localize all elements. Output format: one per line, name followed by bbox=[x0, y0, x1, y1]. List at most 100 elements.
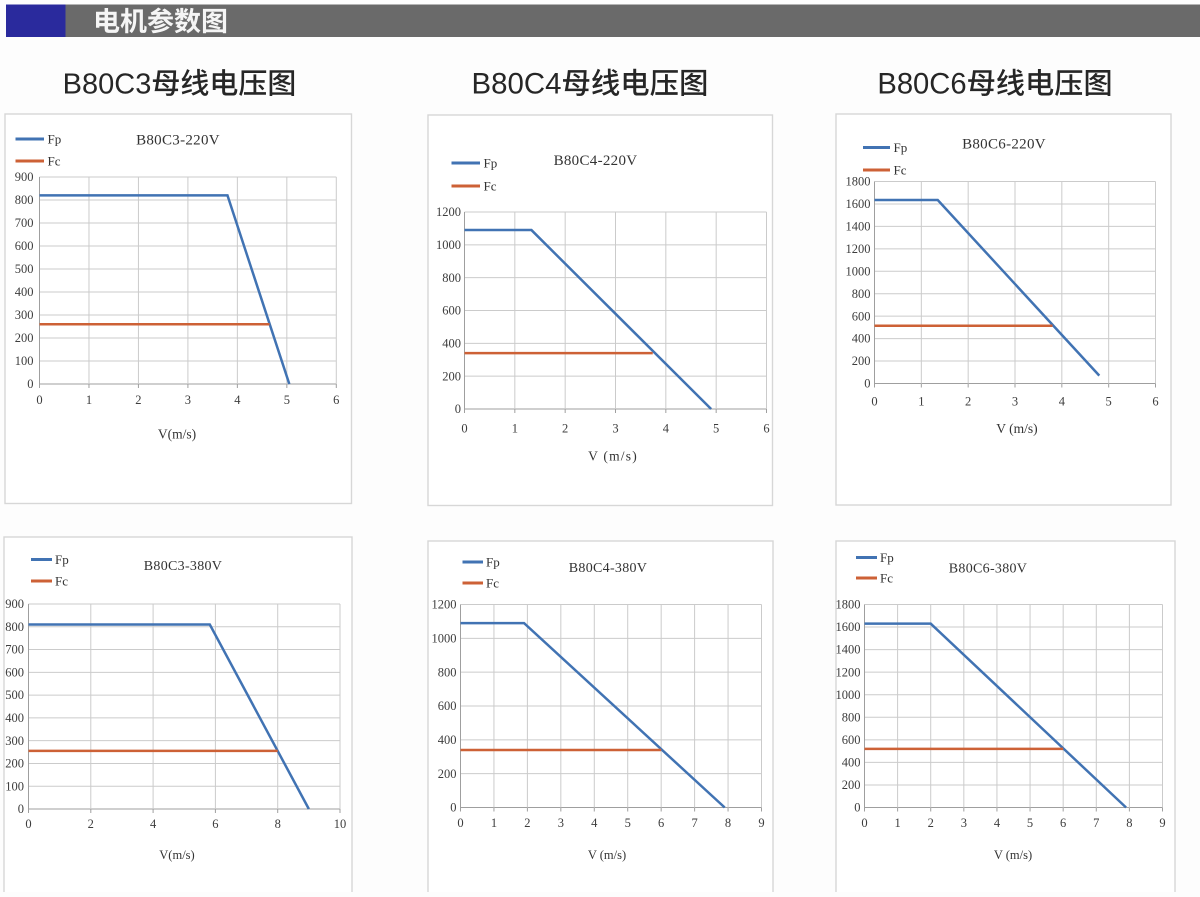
svg-text:5: 5 bbox=[1027, 816, 1033, 830]
svg-text:V(m/s): V(m/s) bbox=[158, 426, 196, 441]
svg-text:7: 7 bbox=[1093, 816, 1099, 830]
svg-text:Fp: Fp bbox=[894, 140, 908, 155]
svg-text:400: 400 bbox=[842, 756, 861, 770]
svg-text:Fp: Fp bbox=[55, 552, 69, 567]
svg-text:0: 0 bbox=[25, 817, 31, 831]
svg-text:0: 0 bbox=[18, 802, 24, 816]
svg-text:3: 3 bbox=[1012, 395, 1018, 409]
svg-text:Fc: Fc bbox=[880, 570, 893, 585]
svg-text:B80C3: B80C3 bbox=[63, 69, 152, 101]
svg-text:3: 3 bbox=[961, 816, 967, 830]
svg-text:1400: 1400 bbox=[836, 643, 861, 657]
svg-text:400: 400 bbox=[442, 336, 461, 350]
svg-text:1: 1 bbox=[512, 422, 518, 436]
svg-text:1000: 1000 bbox=[846, 264, 871, 278]
svg-text:400: 400 bbox=[5, 711, 24, 725]
svg-text:800: 800 bbox=[842, 710, 861, 724]
svg-text:6: 6 bbox=[1060, 816, 1066, 830]
svg-text:B80C6-220V: B80C6-220V bbox=[962, 136, 1046, 152]
svg-text:Fc: Fc bbox=[894, 162, 907, 177]
svg-text:1600: 1600 bbox=[836, 620, 861, 634]
svg-text:V (m/s): V (m/s) bbox=[994, 848, 1032, 862]
svg-text:2: 2 bbox=[928, 816, 934, 830]
svg-text:Fc: Fc bbox=[484, 178, 497, 193]
svg-text:7: 7 bbox=[691, 816, 697, 830]
svg-text:Fp: Fp bbox=[48, 131, 62, 146]
svg-text:4: 4 bbox=[591, 816, 598, 830]
svg-text:5: 5 bbox=[1106, 395, 1112, 409]
svg-text:600: 600 bbox=[842, 733, 861, 747]
svg-text:1200: 1200 bbox=[436, 205, 461, 219]
svg-text:4: 4 bbox=[663, 422, 670, 436]
svg-text:1400: 1400 bbox=[846, 220, 871, 234]
svg-text:800: 800 bbox=[5, 620, 24, 634]
svg-text:8: 8 bbox=[725, 816, 731, 830]
svg-text:2: 2 bbox=[88, 817, 94, 831]
svg-text:8: 8 bbox=[1126, 816, 1132, 830]
svg-text:600: 600 bbox=[442, 304, 461, 318]
svg-text:6: 6 bbox=[658, 816, 664, 830]
svg-text:8: 8 bbox=[275, 817, 281, 831]
svg-text:2: 2 bbox=[965, 395, 971, 409]
svg-text:700: 700 bbox=[15, 216, 34, 230]
svg-text:800: 800 bbox=[442, 271, 461, 285]
svg-text:5: 5 bbox=[625, 816, 631, 830]
svg-text:4: 4 bbox=[150, 817, 157, 831]
svg-text:0: 0 bbox=[455, 402, 461, 416]
svg-text:Fc: Fc bbox=[486, 575, 499, 590]
svg-text:1000: 1000 bbox=[836, 688, 861, 702]
svg-text:V (m/s): V (m/s) bbox=[996, 421, 1037, 436]
svg-text:400: 400 bbox=[438, 733, 457, 747]
svg-text:800: 800 bbox=[438, 665, 457, 679]
svg-text:200: 200 bbox=[842, 778, 861, 792]
svg-text:0: 0 bbox=[871, 395, 877, 409]
svg-text:0: 0 bbox=[854, 801, 860, 815]
svg-text:Fp: Fp bbox=[880, 550, 894, 565]
svg-text:B80C3-220V: B80C3-220V bbox=[136, 132, 220, 148]
svg-text:400: 400 bbox=[852, 332, 871, 346]
svg-text:600: 600 bbox=[15, 239, 34, 253]
svg-text:5: 5 bbox=[284, 393, 290, 407]
svg-text:V (m/s): V (m/s) bbox=[588, 848, 626, 862]
svg-text:Fp: Fp bbox=[484, 155, 498, 170]
svg-text:B80C6-380V: B80C6-380V bbox=[949, 562, 1027, 577]
svg-text:2: 2 bbox=[524, 816, 530, 830]
svg-text:4: 4 bbox=[1059, 395, 1066, 409]
svg-text:9: 9 bbox=[1159, 816, 1165, 830]
svg-text:200: 200 bbox=[438, 767, 457, 781]
svg-text:100: 100 bbox=[5, 779, 24, 793]
svg-text:300: 300 bbox=[15, 308, 34, 322]
svg-text:800: 800 bbox=[15, 193, 34, 207]
svg-text:300: 300 bbox=[5, 734, 24, 748]
svg-text:200: 200 bbox=[5, 757, 24, 771]
svg-text:1200: 1200 bbox=[432, 598, 457, 612]
svg-text:B80C4: B80C4 bbox=[472, 68, 562, 101]
svg-text:200: 200 bbox=[442, 369, 461, 383]
svg-text:0: 0 bbox=[861, 816, 867, 830]
svg-text:500: 500 bbox=[15, 262, 34, 276]
svg-text:4: 4 bbox=[234, 393, 241, 407]
svg-text:1000: 1000 bbox=[436, 238, 461, 252]
svg-text:4: 4 bbox=[994, 816, 1001, 830]
svg-text:200: 200 bbox=[15, 331, 34, 345]
svg-text:0: 0 bbox=[450, 801, 456, 815]
svg-text:6: 6 bbox=[763, 422, 769, 436]
svg-text:900: 900 bbox=[5, 597, 24, 611]
svg-text:5: 5 bbox=[713, 422, 719, 436]
svg-text:1: 1 bbox=[918, 395, 924, 409]
svg-text:600: 600 bbox=[5, 665, 24, 679]
svg-text:6: 6 bbox=[212, 817, 218, 831]
svg-text:2: 2 bbox=[562, 422, 568, 436]
svg-text:1600: 1600 bbox=[846, 197, 871, 211]
svg-text:V(m/s): V(m/s) bbox=[159, 848, 194, 862]
svg-text:Fp: Fp bbox=[486, 554, 500, 569]
svg-text:600: 600 bbox=[852, 309, 871, 323]
svg-text:500: 500 bbox=[5, 688, 24, 702]
svg-text:200: 200 bbox=[852, 354, 871, 368]
svg-text:B80C4-220V: B80C4-220V bbox=[554, 153, 638, 169]
svg-text:B80C3-380V: B80C3-380V bbox=[144, 559, 222, 574]
svg-text:800: 800 bbox=[852, 287, 871, 301]
svg-text:10: 10 bbox=[334, 817, 347, 831]
svg-text:700: 700 bbox=[5, 643, 24, 657]
svg-text:100: 100 bbox=[15, 354, 34, 368]
